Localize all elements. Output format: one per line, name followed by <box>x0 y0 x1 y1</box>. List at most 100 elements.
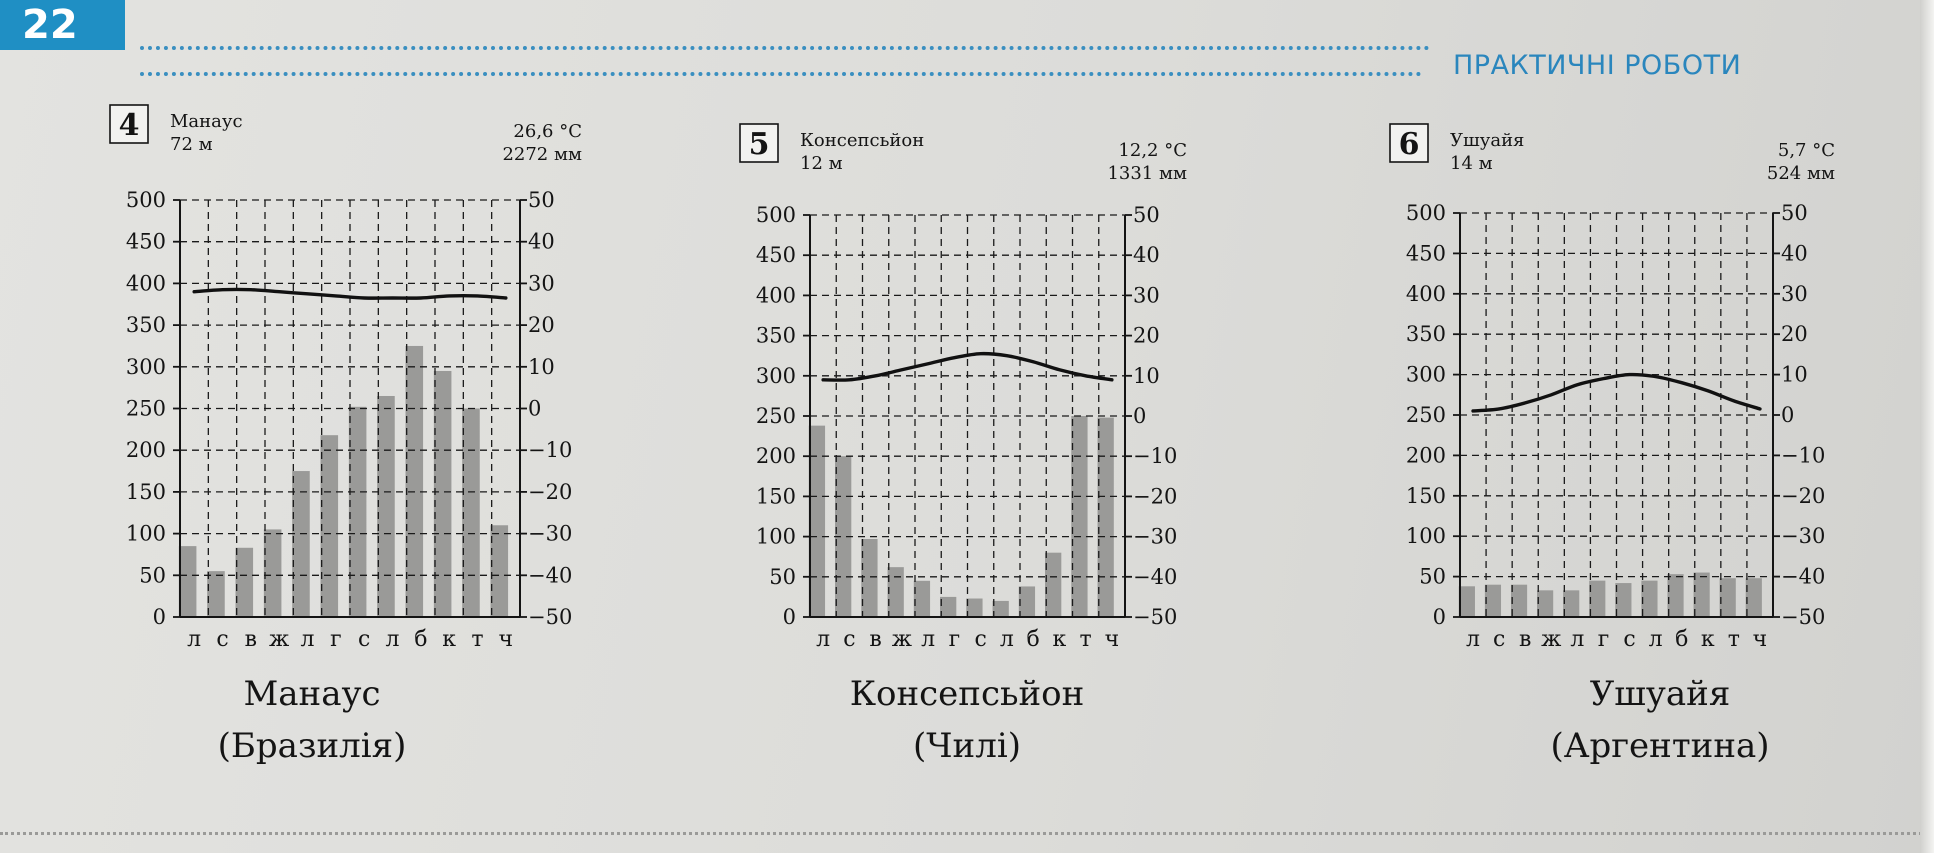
month-label: с <box>974 627 986 652</box>
chart-caption-city: Консепсьйон <box>850 674 1085 714</box>
right-tick-label: −30 <box>528 522 572 546</box>
right-tick-label: −50 <box>528 605 572 629</box>
precipitation-bar <box>1719 578 1736 617</box>
month-label: ч <box>1105 627 1120 652</box>
precipitation-bar <box>1589 580 1606 617</box>
left-tick-label: 50 <box>139 563 166 587</box>
right-tick-label: −20 <box>528 480 572 504</box>
right-tick-label: 40 <box>1133 243 1160 267</box>
month-label: ж <box>892 627 912 652</box>
month-label: л <box>301 627 315 652</box>
precipitation-bar <box>1563 590 1580 617</box>
precipitation-bar <box>940 596 957 617</box>
footer-dotted-rule <box>0 832 1934 835</box>
right-tick-label: 20 <box>528 313 555 337</box>
right-tick-label: −10 <box>528 438 572 462</box>
annual-precipitation: 524 мм <box>1767 163 1835 184</box>
page-number: 22 <box>0 0 125 50</box>
right-tick-label: 10 <box>528 355 555 379</box>
right-tick-label: 30 <box>528 271 555 295</box>
month-label: ч <box>1753 627 1768 652</box>
left-tick-label: 100 <box>756 525 796 549</box>
left-tick-label: 350 <box>126 313 166 337</box>
left-tick-label: 0 <box>783 605 796 629</box>
average-temperature: 12,2 °С <box>1118 140 1187 161</box>
temperature-line <box>1471 372 1762 413</box>
month-label: в <box>245 627 257 652</box>
left-tick-label: 450 <box>756 243 796 267</box>
left-tick-label: 200 <box>1406 443 1446 467</box>
right-tick-label: −20 <box>1781 484 1825 508</box>
left-tick-label: 450 <box>126 230 166 254</box>
precipitation-bar <box>178 546 197 617</box>
precipitation-bar <box>462 408 480 617</box>
right-tick-label: 50 <box>1781 201 1808 225</box>
precipitation-bar <box>377 395 395 617</box>
precipitation-bar <box>1510 584 1528 617</box>
month-label: в <box>1519 627 1531 652</box>
station-altitude: 12 м <box>800 153 843 174</box>
station-name: Манаус <box>170 111 243 132</box>
chart-caption-country: (Аргентина) <box>1550 726 1769 766</box>
precipitation-bar <box>861 539 878 617</box>
month-label: л <box>1466 627 1480 652</box>
right-tick-label: −10 <box>1781 443 1825 467</box>
month-label: л <box>921 627 935 652</box>
month-label: ж <box>1541 627 1561 652</box>
precipitation-bar <box>1018 586 1036 617</box>
temperature-line <box>192 287 508 300</box>
month-label: т <box>471 627 483 652</box>
precipitation-bar <box>1071 416 1088 617</box>
precipitation-bar <box>433 370 452 617</box>
right-tick-label: −40 <box>1133 565 1177 589</box>
chart-caption-city: Манаус <box>243 674 380 714</box>
precipitation-bar <box>1458 586 1475 617</box>
section-title: ПРАКТИЧНІ РОБОТИ <box>1453 50 1742 81</box>
left-tick-label: 0 <box>153 605 166 629</box>
precipitation-bar <box>1537 590 1554 617</box>
right-tick-label: −20 <box>1133 484 1177 508</box>
left-tick-label: 400 <box>1406 282 1446 306</box>
right-tick-label: 50 <box>528 188 555 212</box>
right-tick-label: 0 <box>1781 403 1794 427</box>
right-tick-label: −50 <box>1133 605 1177 629</box>
chart-number-badge <box>1389 123 1429 163</box>
precipitation-bar <box>1641 580 1658 617</box>
precipitation-bar <box>490 525 509 617</box>
station-name: Ушуайя <box>1450 130 1524 151</box>
header-dotted-rule-lower <box>140 72 1422 76</box>
precipitation-bar <box>1745 578 1762 617</box>
station-altitude: 72 м <box>170 134 213 155</box>
month-label: б <box>1675 627 1688 652</box>
header-dotted-rule <box>140 46 1430 50</box>
precipitation-bar <box>887 567 904 617</box>
left-tick-label: 300 <box>756 364 796 388</box>
precipitation-bar <box>992 600 1009 617</box>
left-tick-label: 200 <box>126 438 166 462</box>
right-tick-label: −40 <box>1781 565 1825 589</box>
month-label: т <box>1728 627 1740 652</box>
right-tick-label: 0 <box>528 397 541 421</box>
left-tick-label: 150 <box>1406 484 1446 508</box>
chart-caption-city: Ушуайя <box>1590 674 1731 714</box>
left-tick-label: 250 <box>1406 403 1446 427</box>
month-label: л <box>1570 627 1584 652</box>
left-tick-label: 200 <box>756 444 796 468</box>
left-tick-label: 400 <box>756 283 796 307</box>
temperature-line <box>821 351 1114 382</box>
month-label: к <box>1053 627 1067 652</box>
left-tick-label: 100 <box>126 522 166 546</box>
precipitation-bar <box>348 406 367 617</box>
month-label: с <box>216 627 228 652</box>
month-label: л <box>816 627 830 652</box>
right-tick-label: −40 <box>528 563 572 587</box>
right-tick-label: 50 <box>1133 203 1160 227</box>
left-tick-label: 500 <box>126 188 166 212</box>
left-tick-label: 250 <box>756 404 796 428</box>
month-label: л <box>187 627 201 652</box>
month-label: л <box>1000 627 1014 652</box>
page-edge <box>1920 0 1934 853</box>
